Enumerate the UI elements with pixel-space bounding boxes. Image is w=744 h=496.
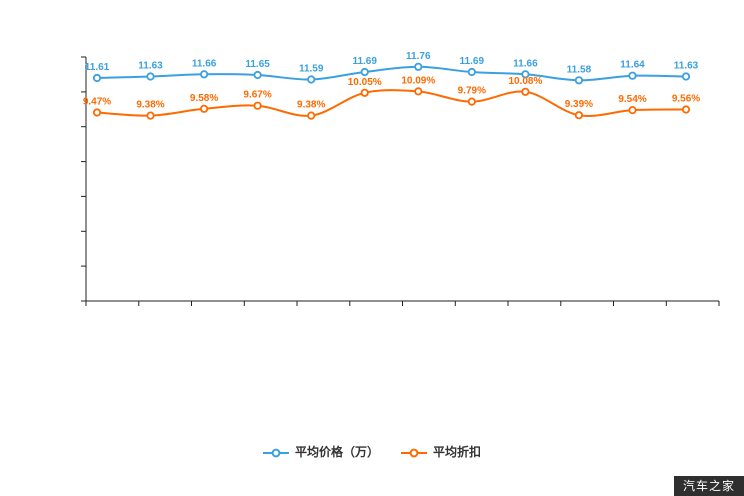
price-data-label: 11.63 — [138, 61, 163, 72]
price-data-point-marker[interactable] — [200, 70, 209, 79]
price-data-label: 11.61 — [85, 62, 110, 73]
discount-data-point-marker[interactable] — [360, 88, 369, 97]
discount-data-label: 10.05% — [348, 77, 382, 88]
trend-line-chart: 11.61 11.63 11.66 11.65 11.59 11.69 11.76 11.69… — [81, 51, 720, 306]
discount-data-point-marker[interactable] — [681, 105, 691, 114]
price-data-point-marker[interactable] — [467, 67, 476, 77]
price-data-point-marker[interactable] — [92, 73, 102, 83]
discount-data-point-marker[interactable] — [467, 97, 476, 106]
price-data-label: 11.66 — [513, 58, 538, 69]
legend-item-average-price[interactable]: 平均价格（万） — [262, 443, 379, 460]
discount-data-point-marker[interactable] — [146, 111, 155, 120]
legend-label-average-price: 平均价格（万） — [294, 445, 379, 459]
discount-series-line-marker-icon — [401, 447, 427, 457]
discount-line — [96, 89, 687, 117]
price-data-point-marker[interactable] — [360, 67, 369, 77]
price-data-point-marker[interactable] — [574, 76, 584, 85]
discount-data-label: 9.38% — [297, 100, 325, 111]
watermark-text: 汽车之家 — [682, 479, 735, 493]
price-data-point-marker[interactable] — [146, 72, 155, 81]
price-data-label: 11.64 — [620, 60, 645, 71]
price-data-label: 11.76 — [406, 51, 431, 62]
discount-data-point-marker[interactable] — [200, 104, 209, 113]
discount-data-point-marker[interactable] — [253, 101, 262, 110]
discount-data-label: 9.39% — [565, 99, 593, 110]
price-data-label: 11.65 — [245, 59, 270, 70]
price-data-label: 11.66 — [192, 58, 217, 69]
discount-data-label: 9.67% — [243, 90, 271, 101]
price-data-point-marker[interactable] — [307, 75, 316, 84]
price-data-point-marker[interactable] — [253, 70, 262, 80]
price-data-point-marker[interactable] — [681, 72, 691, 81]
discount-data-point-marker[interactable] — [628, 106, 637, 115]
discount-data-label: 9.54% — [618, 94, 646, 105]
discount-data-label: 9.38% — [136, 100, 164, 111]
discount-data-point-marker[interactable] — [92, 108, 102, 117]
chart-legend: 平均价格（万） 平均折扣 — [0, 443, 744, 460]
discount-data-point-marker[interactable] — [521, 87, 530, 96]
price-data-point-marker[interactable] — [414, 62, 423, 71]
discount-data-label: 10.09% — [401, 75, 435, 86]
discount-data-label: 9.47% — [83, 97, 111, 108]
discount-data-label: 10.08% — [508, 76, 542, 87]
discount-data-label: 9.79% — [458, 86, 486, 97]
price-data-label: 11.63 — [674, 61, 699, 72]
price-data-label: 11.59 — [299, 64, 324, 75]
discount-data-point-marker[interactable] — [307, 111, 316, 120]
price-data-label: 11.69 — [352, 56, 377, 67]
price-data-point-marker[interactable] — [521, 70, 530, 79]
watermark-autohome: 汽车之家 — [673, 476, 744, 496]
legend-label-average-discount: 平均折扣 — [433, 445, 482, 459]
legend-item-average-discount[interactable]: 平均折扣 — [401, 443, 481, 460]
discount-data-label: 9.56% — [672, 94, 700, 105]
price-series-line-marker-icon — [262, 447, 289, 457]
price-data-point-marker[interactable] — [628, 71, 637, 80]
price-line — [96, 65, 687, 82]
discount-data-label: 9.58% — [190, 93, 218, 104]
discount-data-point-marker[interactable] — [574, 111, 584, 120]
discount-data-point-marker[interactable] — [414, 87, 423, 96]
price-data-label: 11.58 — [567, 64, 592, 75]
price-data-label: 11.69 — [460, 56, 485, 67]
